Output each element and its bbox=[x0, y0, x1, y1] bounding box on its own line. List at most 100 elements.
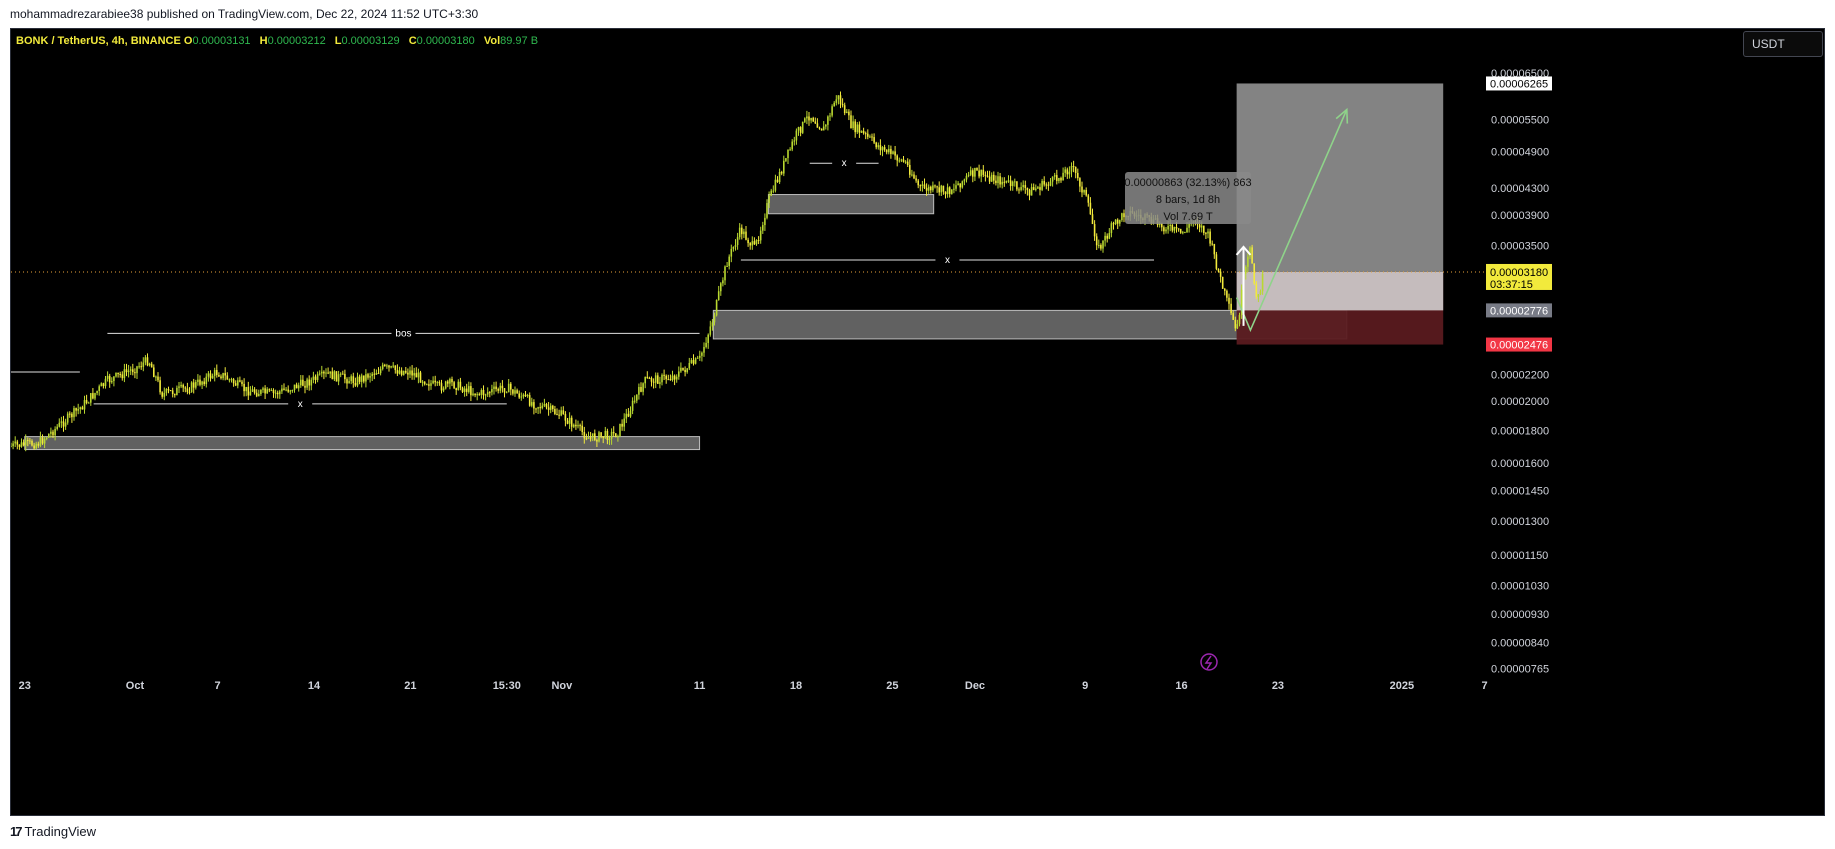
candle-body bbox=[379, 368, 382, 374]
candle-body bbox=[552, 405, 554, 410]
candle-body bbox=[339, 373, 342, 375]
candle-body bbox=[255, 392, 258, 397]
high-label: H bbox=[259, 35, 268, 47]
candle-body bbox=[774, 179, 777, 191]
candle-body bbox=[640, 387, 642, 392]
candle-body bbox=[818, 127, 821, 129]
candle-body bbox=[1058, 177, 1060, 181]
candle-body bbox=[846, 111, 848, 114]
candle-body bbox=[890, 148, 892, 154]
footer-bar bbox=[0, 816, 1835, 849]
last-price-countdown: 03:37:15 bbox=[1490, 279, 1533, 291]
candle-body bbox=[877, 145, 880, 148]
candle-body bbox=[986, 175, 989, 177]
candle-body bbox=[623, 418, 625, 427]
candle-body bbox=[858, 124, 861, 133]
candle-body bbox=[879, 145, 882, 151]
candle-body bbox=[568, 417, 571, 424]
candle-body bbox=[946, 187, 949, 195]
candle-body bbox=[684, 369, 686, 373]
candle-body bbox=[495, 386, 497, 390]
candle-body bbox=[793, 140, 796, 142]
candle-body bbox=[894, 151, 896, 156]
candle-body bbox=[1177, 228, 1180, 230]
candle-body bbox=[1255, 283, 1258, 297]
candle-body bbox=[974, 167, 976, 177]
currency-button[interactable]: USDT bbox=[1743, 31, 1823, 57]
measure-tooltip bbox=[1125, 172, 1251, 224]
candle-body bbox=[381, 364, 384, 369]
candle-body bbox=[1074, 167, 1077, 173]
candle-body bbox=[27, 440, 29, 442]
candle-body bbox=[972, 170, 974, 177]
candle-body bbox=[312, 376, 315, 380]
candle-body bbox=[491, 388, 493, 393]
candle-body bbox=[808, 116, 810, 121]
candle-body bbox=[516, 390, 518, 394]
y-tick-label: 0.00001150 bbox=[1491, 550, 1548, 562]
candle-body bbox=[283, 388, 285, 390]
candle-body bbox=[157, 376, 159, 381]
candle-body bbox=[535, 408, 537, 410]
candle-body bbox=[150, 363, 153, 368]
candle-body bbox=[911, 174, 913, 176]
candle-body bbox=[867, 133, 869, 137]
candle-body bbox=[1245, 266, 1247, 274]
mid-price-label-bg bbox=[1486, 303, 1552, 318]
candle-body bbox=[1215, 254, 1218, 269]
candle-body bbox=[207, 373, 210, 377]
candle-body bbox=[978, 170, 980, 177]
candle-body bbox=[1257, 294, 1260, 297]
candle-body bbox=[1053, 175, 1056, 177]
candle-body bbox=[436, 382, 439, 384]
candle-body bbox=[724, 266, 726, 281]
candle-body bbox=[1238, 314, 1241, 325]
candle-body bbox=[591, 433, 594, 438]
candle-body bbox=[711, 322, 714, 327]
candle-body bbox=[801, 121, 804, 133]
candle-body bbox=[873, 137, 875, 143]
candle-body bbox=[1261, 274, 1264, 292]
candle-body bbox=[797, 127, 800, 131]
x-line-2-label-bg bbox=[832, 157, 857, 169]
candle-body bbox=[342, 373, 344, 375]
candle-body bbox=[274, 392, 277, 394]
candle-body bbox=[728, 256, 730, 266]
price-chart-svg[interactable]: bos x x x 0.00000863 (32.13%) 863 8 bars, 1d … bbox=[11, 29, 1825, 816]
candle-body bbox=[1037, 187, 1039, 189]
candle-body bbox=[1198, 224, 1201, 228]
candle-body bbox=[407, 372, 409, 375]
candle-body bbox=[654, 375, 657, 383]
candle-body bbox=[799, 127, 802, 133]
candle-body bbox=[741, 227, 743, 235]
candle-body bbox=[346, 379, 348, 384]
target-price-label: 0.00006265 bbox=[1490, 78, 1548, 90]
candle-body bbox=[1114, 219, 1117, 224]
candle-body bbox=[736, 237, 739, 245]
candle-body bbox=[1167, 225, 1169, 230]
candle-body bbox=[85, 400, 88, 404]
candle-body bbox=[825, 124, 827, 127]
chart-pane[interactable]: bos x x x 0.00000863 (32.13%) 863 8 bars, 1d … bbox=[10, 28, 1825, 816]
candle-body bbox=[499, 385, 502, 391]
candle-body bbox=[216, 370, 218, 375]
candle-body bbox=[768, 195, 770, 204]
candle-body bbox=[113, 376, 115, 382]
candle-body bbox=[438, 382, 441, 384]
demand-zone-2 bbox=[767, 194, 935, 215]
candle-body bbox=[1043, 180, 1045, 185]
candle-body bbox=[1171, 224, 1174, 231]
candle-body bbox=[348, 381, 350, 384]
candle-body bbox=[169, 390, 172, 392]
candle-body bbox=[537, 407, 539, 409]
candle-body bbox=[984, 174, 987, 176]
candle-body bbox=[155, 376, 157, 378]
candle-body bbox=[455, 388, 457, 390]
candle-body bbox=[493, 386, 495, 389]
candle-body bbox=[831, 106, 833, 116]
candle-body bbox=[451, 379, 453, 383]
candle-body bbox=[1066, 169, 1069, 175]
candle-body bbox=[671, 375, 674, 381]
candle-body bbox=[400, 370, 403, 375]
candle-body bbox=[619, 423, 621, 437]
